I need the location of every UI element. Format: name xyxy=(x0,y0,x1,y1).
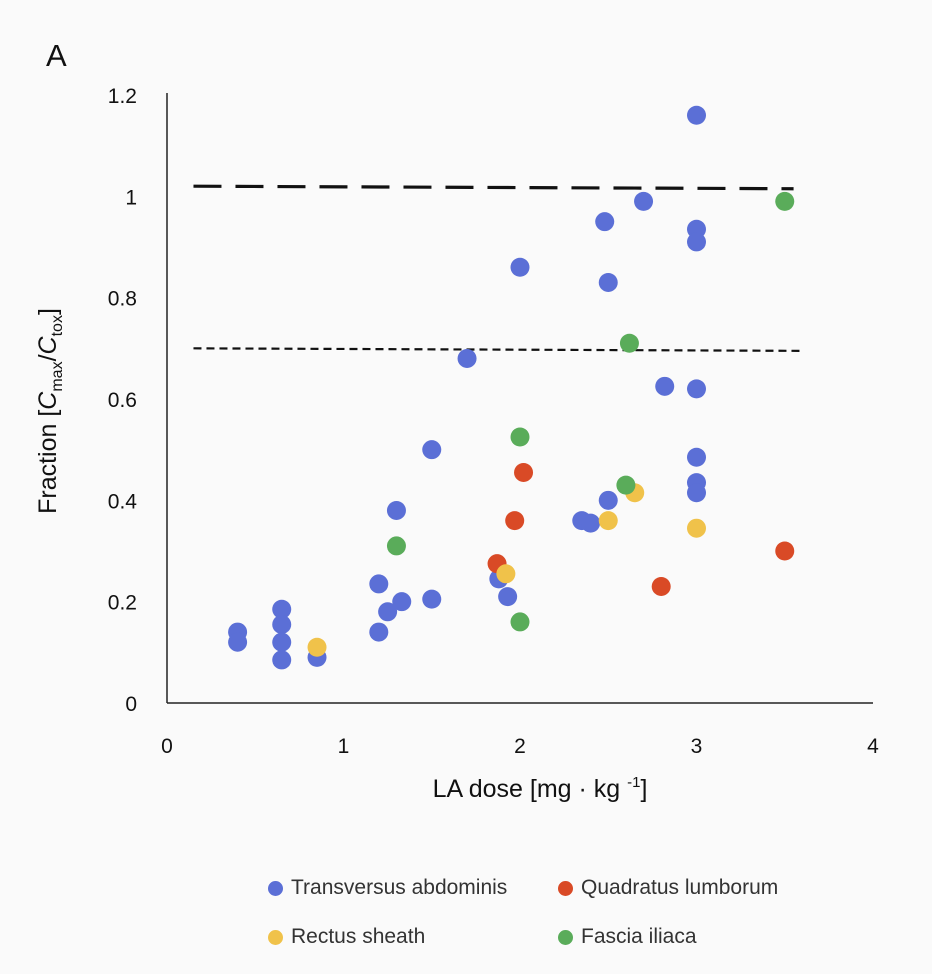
data-point xyxy=(634,191,654,211)
legend-item-rectus: Rectus sheath xyxy=(268,925,425,949)
data-point xyxy=(581,513,601,533)
data-point xyxy=(687,105,706,125)
reference-lines xyxy=(193,184,803,352)
data-point xyxy=(598,272,618,292)
data-point xyxy=(775,191,795,211)
data-point xyxy=(510,612,530,632)
data-point xyxy=(369,574,389,594)
y-tick-label: 0.8 xyxy=(108,288,137,311)
y-tick-label: 0 xyxy=(125,693,137,716)
data-point xyxy=(369,622,389,642)
data-point xyxy=(619,333,639,353)
legend-marker-icon xyxy=(268,880,283,896)
y-tick-label: 1.2 xyxy=(108,85,137,108)
y-axis-title: Fraction [Cmax/Ctox] xyxy=(34,308,66,514)
x-tick-label: 2 xyxy=(514,735,526,758)
data-point xyxy=(510,427,530,447)
y-tick-label: 0.2 xyxy=(108,592,137,615)
y-tick-label: 1 xyxy=(125,186,137,209)
data-point xyxy=(687,483,706,503)
data-point xyxy=(386,500,406,520)
data-point xyxy=(272,632,292,652)
legend-label: Transversus abdominis xyxy=(291,876,508,899)
y-tick-label: 0.4 xyxy=(108,490,138,513)
x-tick-label: 0 xyxy=(161,735,173,758)
legend-item-quadratus: Quadratus lumborum xyxy=(558,876,778,900)
data-point xyxy=(392,592,412,612)
data-point xyxy=(272,614,292,634)
data-point xyxy=(775,541,795,561)
data-point xyxy=(687,232,706,252)
legend-marker-icon xyxy=(558,929,573,945)
data-point xyxy=(598,511,618,531)
data-point xyxy=(598,490,618,510)
legend-label: Fascia iliaca xyxy=(581,925,697,948)
toxic-threshold-line xyxy=(193,184,794,191)
legend-label: Rectus sheath xyxy=(291,925,426,948)
legend-marker-icon xyxy=(268,929,283,945)
data-point xyxy=(505,511,525,531)
data-point xyxy=(616,475,636,495)
data-point xyxy=(386,536,406,556)
warning-threshold-line xyxy=(193,347,803,352)
data-point xyxy=(496,564,516,584)
data-point xyxy=(422,589,442,609)
data-point xyxy=(457,348,477,368)
data-point xyxy=(687,518,706,538)
data-point xyxy=(651,576,671,596)
data-point xyxy=(687,379,706,399)
legend-marker-icon xyxy=(558,880,573,896)
data-point xyxy=(272,650,292,670)
axis-labels: LA dose [mg · kg -1] Fraction [Cmax/Ctox] xyxy=(34,308,647,803)
data-point xyxy=(655,376,675,396)
data-point xyxy=(498,587,518,607)
x-tick-label: 3 xyxy=(691,735,703,758)
data-point xyxy=(228,632,248,652)
panel-label: A xyxy=(46,38,67,73)
data-point xyxy=(595,212,615,232)
legend-item-transversus: Transversus abdominis xyxy=(268,876,507,900)
data-point xyxy=(687,447,706,467)
y-tick-label: 0.6 xyxy=(108,389,137,412)
legend-label: Quadratus lumborum xyxy=(581,876,779,899)
x-tick-label: 4 xyxy=(867,735,879,758)
data-point xyxy=(272,599,292,619)
x-axis-title: LA dose [mg · kg -1] xyxy=(433,774,648,803)
data-point xyxy=(422,440,442,460)
data-point xyxy=(514,462,534,482)
data-point xyxy=(378,602,398,622)
data-point xyxy=(307,637,327,657)
x-tick-label: 1 xyxy=(338,735,350,758)
data-points xyxy=(228,105,795,670)
axes: 0 0.2 0.4 0.6 0.8 1 1.2 0 1 2 3 4 xyxy=(108,85,879,758)
data-point xyxy=(510,257,530,277)
legend-item-fascia: Fascia iliaca xyxy=(558,925,697,949)
